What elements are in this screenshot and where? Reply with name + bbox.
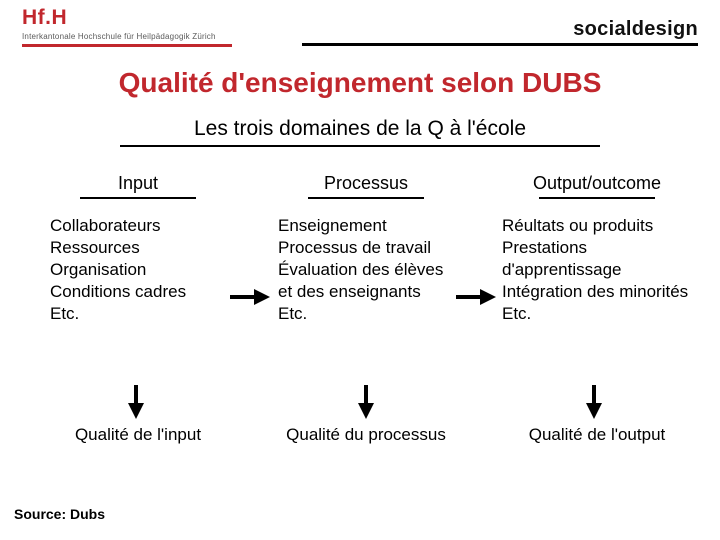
col-output-header-line [539,197,655,199]
header-rule-right [302,43,698,46]
col-processus-body: EnseignementProcessus de travailÉvaluati… [278,215,454,325]
header-rule [0,43,720,47]
col-input-header-line [80,197,196,199]
slide-header: Hf.H Interkantonale Hochschule für Heilp… [0,0,720,41]
arrow-processus-to-output [456,289,496,305]
col-processus-footer: Qualité du processus [278,425,454,445]
arrow-input-to-processus [230,289,270,305]
col-input-footer: Qualité de l'input [50,425,226,445]
source-label: Source: Dubs [14,506,105,522]
header-rule-left [22,44,232,47]
slide-subtitle: Les trois domaines de la Q à l'école [0,117,720,141]
col-input: Input CollaborateursRessourcesOrganisati… [50,173,226,325]
arrow-input-down [128,385,144,419]
col-output: Output/outcome Réultats ou produitsPrest… [502,173,692,325]
arrow-processus-down [358,385,374,419]
subtitle-underline [120,145,600,147]
arrow-output-down [586,385,602,419]
quality-diagram: Input CollaborateursRessourcesOrganisati… [20,167,700,477]
logo-left: Hf.H Interkantonale Hochschule für Heilp… [22,6,216,41]
col-output-header: Output/outcome [502,173,692,194]
col-output-body: Réultats ou produitsPrestations d'appren… [502,215,692,325]
slide-title: Qualité d'enseignement selon DUBS [0,67,720,99]
col-processus-header: Processus [278,173,454,194]
col-input-header: Input [50,173,226,194]
col-input-body: CollaborateursRessourcesOrganisationCond… [50,215,226,325]
logo-left-main: Hf.H [22,6,67,30]
col-output-footer: Qualité de l'output [502,425,692,445]
col-processus: Processus EnseignementProcessus de trava… [278,173,454,325]
logo-right: socialdesign [573,18,698,41]
logo-left-tagline: Interkantonale Hochschule für Heilpädago… [22,32,216,41]
col-processus-header-line [308,197,424,199]
